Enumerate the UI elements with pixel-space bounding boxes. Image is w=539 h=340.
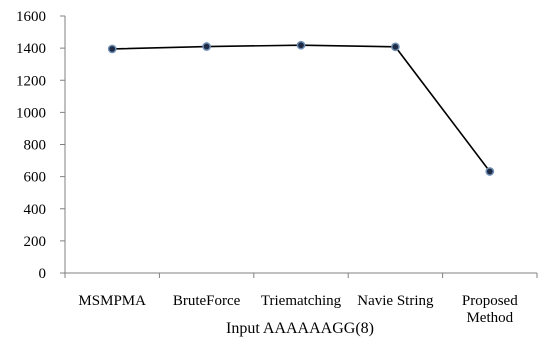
data-point-3 xyxy=(391,42,400,52)
y-axis-ticks xyxy=(60,15,65,274)
y-tick-label-5: 1000 xyxy=(16,105,46,121)
x-tick-label-3: Navie String xyxy=(357,293,434,309)
x-tick-label-2: Triematching xyxy=(261,293,342,309)
data-point-2 xyxy=(296,40,306,50)
y-tick-label-1: 200 xyxy=(24,234,47,250)
y-tick-labels: 0 200 400 600 800 1000 1200 1400 1600 xyxy=(16,9,46,282)
series-group xyxy=(107,40,495,176)
data-point-0 xyxy=(107,44,117,54)
series-line-0 xyxy=(112,44,491,172)
x-axis-title: Input AAAAAAGG(8) xyxy=(226,320,374,337)
x-axis-ticks xyxy=(64,273,538,278)
x-tick-labels: MSMPMA BruteForce Triematching Navie String… xyxy=(78,293,518,326)
x-tick-label-1: BruteForce xyxy=(173,293,241,309)
x-tick-label-4: Proposed Method xyxy=(462,293,518,326)
y-tick-label-7: 1400 xyxy=(16,41,46,57)
x-tick-label-0: MSMPMA xyxy=(78,293,146,309)
y-tick-label-3: 600 xyxy=(24,170,47,186)
data-point-4 xyxy=(485,167,495,176)
y-tick-label-2: 400 xyxy=(24,202,47,218)
y-tick-label-4: 800 xyxy=(24,138,47,154)
y-tick-label-8: 1600 xyxy=(16,9,46,25)
y-tick-label-6: 1200 xyxy=(16,73,46,89)
data-point-1 xyxy=(202,42,211,51)
y-tick-label-0: 0 xyxy=(39,266,47,282)
